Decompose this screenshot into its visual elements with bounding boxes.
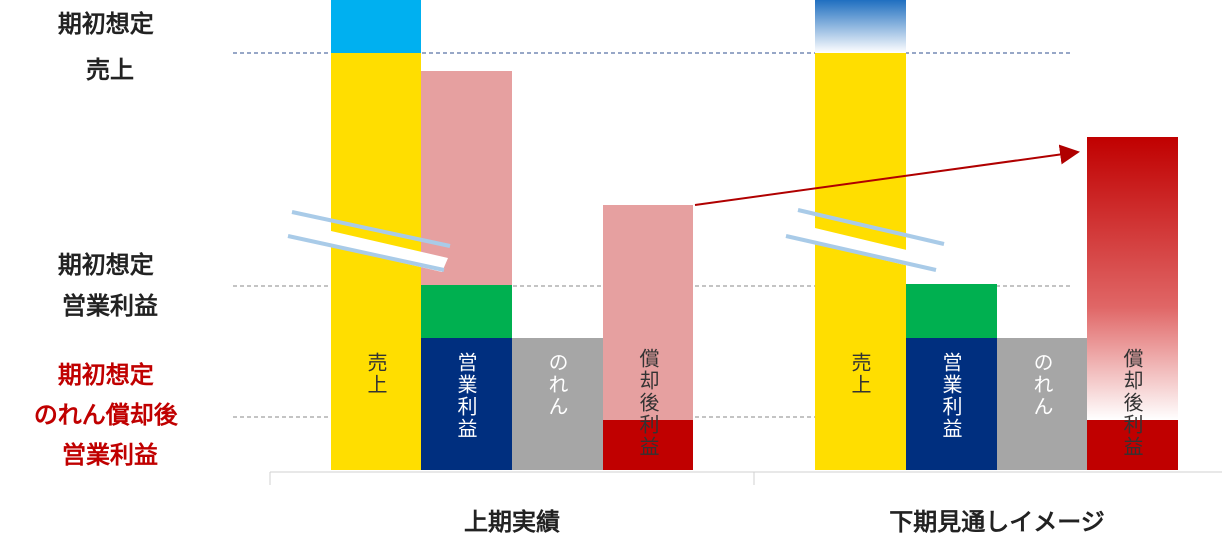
bar bbox=[906, 338, 997, 470]
bar bbox=[421, 71, 512, 285]
bar bbox=[815, 0, 906, 53]
bar-label: 営業利益 bbox=[454, 352, 478, 440]
bar bbox=[906, 284, 997, 338]
bar bbox=[512, 338, 603, 470]
arrow bbox=[694, 144, 1080, 206]
break-mark bbox=[286, 210, 451, 272]
bar bbox=[1087, 420, 1178, 470]
bar-label: 売上 bbox=[364, 352, 388, 396]
group-label: 下期見通しイメージ bbox=[889, 508, 1105, 533]
bar-label: 償却後利益 bbox=[1120, 348, 1144, 458]
left-label: 期初想定 売上 bbox=[58, 10, 162, 84]
bar-label: のれん bbox=[1030, 352, 1054, 418]
left-label: 期初想定 営業利益 bbox=[58, 251, 162, 320]
bar bbox=[1087, 137, 1178, 420]
bar bbox=[421, 285, 512, 338]
bar bbox=[603, 420, 693, 470]
left-label: 期初想定 のれん償却後 営業利益 bbox=[34, 361, 186, 469]
bar-label: のれん bbox=[545, 352, 569, 418]
bar-label: 売上 bbox=[848, 352, 872, 396]
bar bbox=[603, 205, 693, 420]
group-label: 上期実績 bbox=[464, 508, 560, 533]
bar bbox=[997, 338, 1087, 470]
break-mark bbox=[784, 208, 945, 272]
bar-label: 償却後利益 bbox=[636, 348, 660, 458]
bar bbox=[421, 338, 512, 470]
bar-label: 営業利益 bbox=[939, 352, 963, 440]
bar bbox=[331, 0, 421, 53]
